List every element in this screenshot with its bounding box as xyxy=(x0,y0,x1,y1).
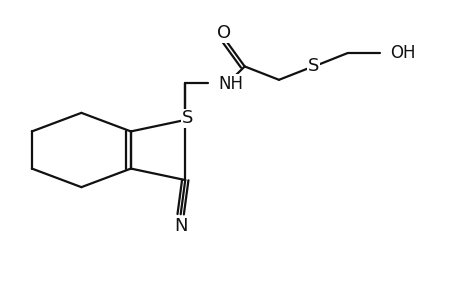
Text: O: O xyxy=(217,24,231,42)
Text: S: S xyxy=(181,110,193,128)
Text: S: S xyxy=(307,57,318,75)
Text: OH: OH xyxy=(389,44,414,62)
Text: NH: NH xyxy=(218,75,243,93)
Text: N: N xyxy=(174,217,187,235)
